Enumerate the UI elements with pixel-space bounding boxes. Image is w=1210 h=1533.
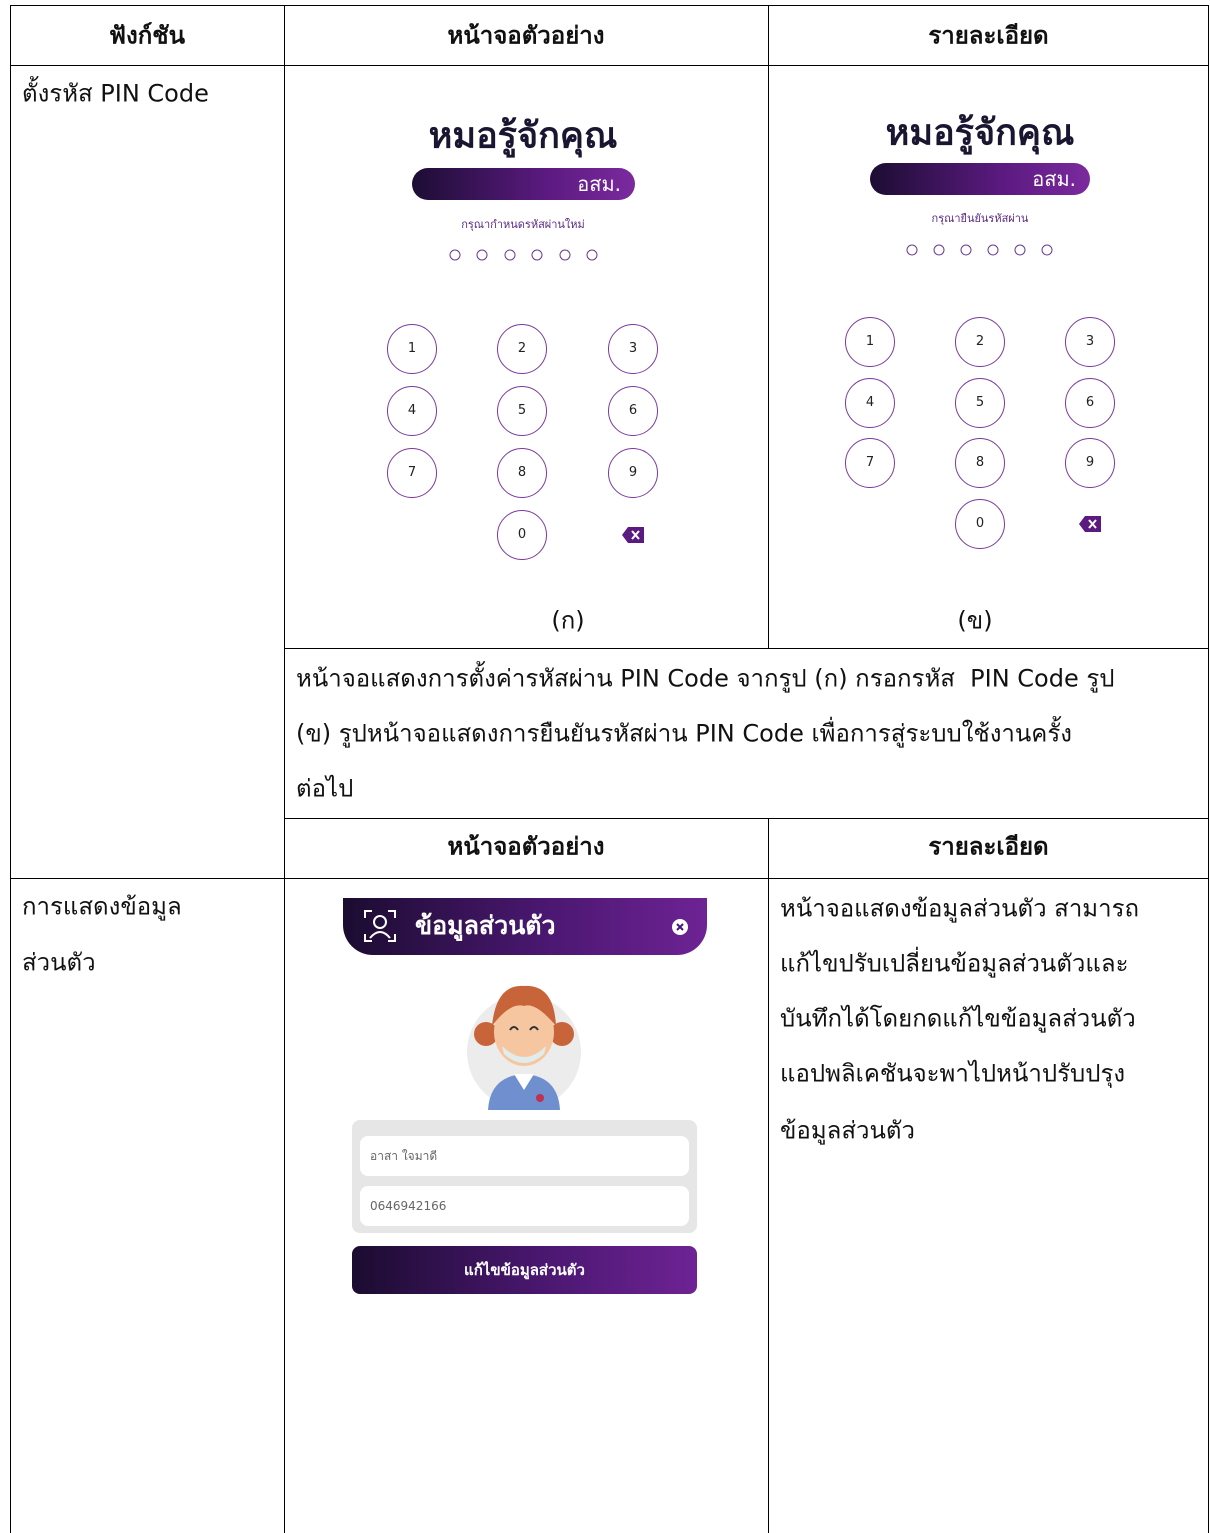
profile-header-title: ข้อมูลส่วนตัว [415,911,556,940]
phone-field: 0646942166 [360,1186,689,1226]
keypad-key: 4 [845,378,895,428]
keypad-key: 4 [387,386,437,436]
keypad-key: 8 [497,448,547,498]
table-border [284,818,1209,819]
name-field: อาสา ใจมาดี [360,1136,689,1176]
subheader-cell: หน้าจอตัวอย่าง [447,832,605,861]
pin-dot [449,249,461,261]
profile-header-bar [343,898,707,955]
pin-dot [906,244,918,256]
pin-dot [987,244,999,256]
pin-dot [1014,244,1026,256]
function-line: การแสดงข้อมูล [22,892,182,921]
header-cell: หน้าจอตัวอย่าง [447,21,605,50]
app-badge: อสม. [412,168,635,200]
description-line: หน้าจอแสดงข้อมูลส่วนตัว สามารถ [780,894,1140,923]
pin-dot [933,244,945,256]
description-line: ต่อไป [296,774,354,803]
description-line: แก้ไขปรับเปลี่ยนข้อมูลส่วนตัวและ [780,949,1129,978]
screen-caption: (ก) [551,606,585,635]
backspace-icon [1079,516,1101,532]
table-border [768,818,769,1533]
keypad-key: 9 [1065,438,1115,488]
table-border [10,878,1209,879]
pin-dot [476,249,488,261]
keypad-key: 6 [1065,378,1115,428]
pin-dot [559,249,571,261]
keypad-key: 1 [845,317,895,367]
keypad-key: 1 [387,324,437,374]
header-cell: ฟังก์ชัน [109,21,185,50]
keypad-key: 7 [845,438,895,488]
keypad-key: 0 [955,499,1005,549]
description-line: (ข) รูปหน้าจอแสดงการยืนยันรหัสผ่าน PIN C… [296,719,1072,748]
keypad-key: 2 [497,324,547,374]
keypad-key: 7 [387,448,437,498]
keypad-key: 5 [955,378,1005,428]
table-border [10,5,1209,6]
subheader-cell: รายละเอียด [928,832,1049,861]
edit-profile-button: แก้ไขข้อมูลส่วนตัว [352,1246,697,1294]
keypad-key: 6 [608,386,658,436]
keypad-key: 3 [608,324,658,374]
table-border [1208,5,1209,1533]
keypad-key: 5 [497,386,547,436]
keypad-key: 3 [1065,317,1115,367]
table-border [284,5,285,1533]
table-border [10,5,11,1533]
pin-dot [1041,244,1053,256]
keypad-key: 0 [497,510,547,560]
description-line: แอปพลิเคชันจะพาไปหน้าปรับปรุง [780,1059,1126,1088]
avatar [467,985,581,1110]
pin-dot [586,249,598,261]
pin-dot [960,244,972,256]
header-cell: รายละเอียด [928,21,1049,50]
app-badge: อสม. [870,163,1090,195]
pin-dot [504,249,516,261]
backspace-icon [622,527,644,543]
function-cell: ตั้งรหัส PIN Code [22,79,209,108]
description-line: ข้อมูลส่วนตัว [780,1116,915,1145]
description-line: หน้าจอแสดงการตั้งค่ารหัสผ่าน PIN Code จา… [296,664,1115,693]
app-title: หมอรู้จักคุณ [885,112,1075,154]
pin-prompt: กรุณายืนยันรหัสผ่าน [931,212,1029,225]
table-border [10,65,1209,66]
screen-caption: (ข) [957,606,993,635]
description-line: บันทึกได้โดยกดแก้ไขข้อมูลส่วนตัว [780,1004,1136,1033]
pin-prompt: กรุณากำหนดรหัสผ่านใหม่ [461,218,585,231]
table-border [284,648,1209,649]
pin-dot [531,249,543,261]
profile-icon [364,910,396,942]
function-line: ส่วนตัว [22,948,96,977]
keypad-key: 2 [955,317,1005,367]
keypad-key: 8 [955,438,1005,488]
table-border [768,5,769,648]
close-icon [672,919,688,935]
keypad-key: 9 [608,448,658,498]
app-title: หมอรู้จักคุณ [428,115,618,157]
